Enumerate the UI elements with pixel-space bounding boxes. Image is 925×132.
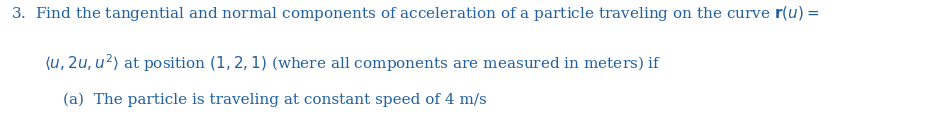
Text: (a)  The particle is traveling at constant speed of 4 m/s: (a) The particle is traveling at constan… [63,92,487,107]
Text: 3.  Find the tangential and normal components of acceleration of a particle trav: 3. Find the tangential and normal compon… [11,4,820,23]
Text: $\langle u, 2u, u^2\rangle$ at position $(1, 2, 1)$ (where all components are me: $\langle u, 2u, u^2\rangle$ at position … [44,53,661,74]
